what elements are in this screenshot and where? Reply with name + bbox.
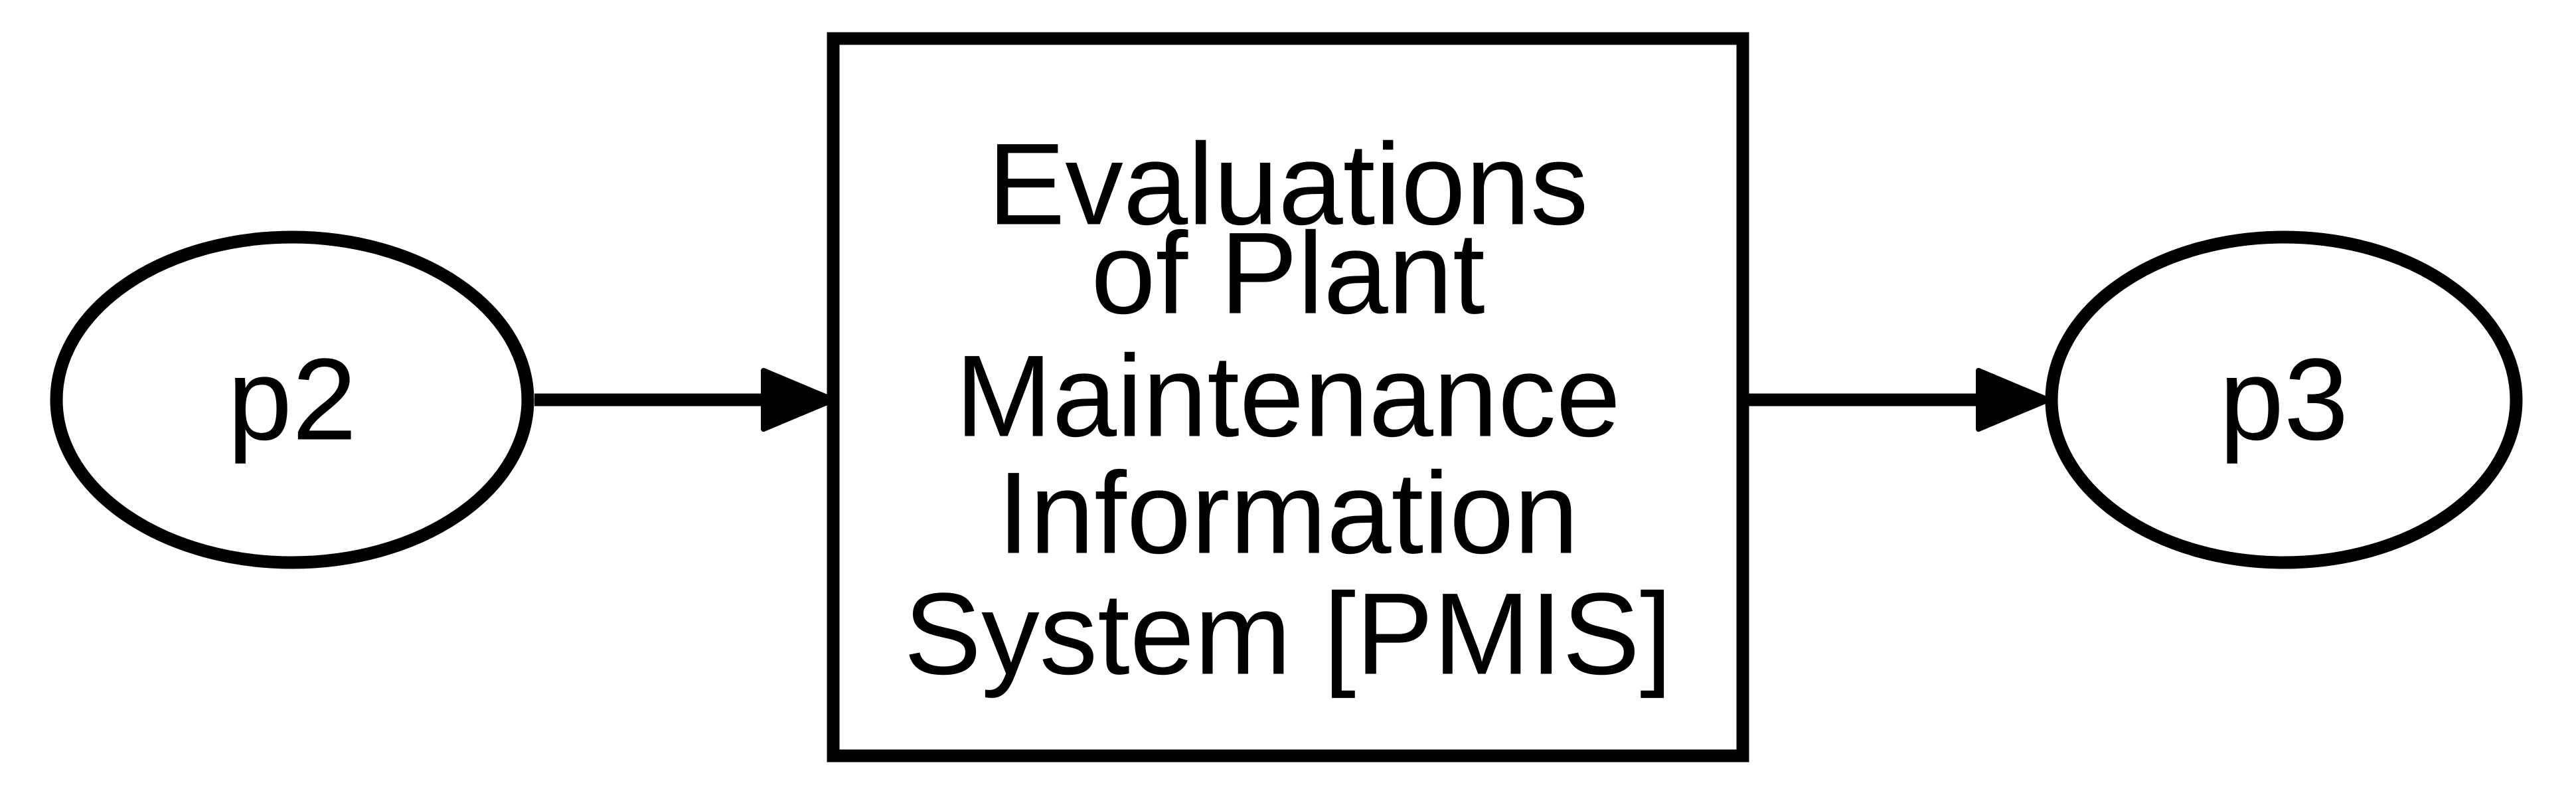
node-p2-shape bbox=[50, 230, 534, 569]
node-process-label-line-2: of Plant bbox=[1091, 209, 1485, 339]
node-p2: p2 bbox=[50, 230, 534, 569]
node-process-shape bbox=[827, 32, 1749, 762]
node-p3-label: p3 bbox=[2219, 335, 2349, 465]
edge-p2-to-process-arrowhead bbox=[761, 368, 836, 432]
node-process: Evaluations of Plant Maintenance Informa… bbox=[827, 32, 1749, 762]
edge-process-to-p3 bbox=[1746, 368, 2051, 432]
node-process-label-line-1: Evaluations bbox=[988, 120, 1589, 250]
edge-p2-to-process bbox=[534, 368, 836, 432]
node-p3: p3 bbox=[2045, 230, 2523, 569]
node-p3-shape bbox=[2045, 230, 2523, 569]
node-p2-label: p2 bbox=[228, 335, 357, 465]
edge-process-to-p3-arrowhead bbox=[1976, 368, 2051, 432]
node-process-label-line-5: System [PMIS] bbox=[904, 570, 1672, 699]
node-process-label-line-3: Maintenance bbox=[955, 332, 1621, 462]
node-process-label-line-4: Information bbox=[997, 449, 1578, 578]
